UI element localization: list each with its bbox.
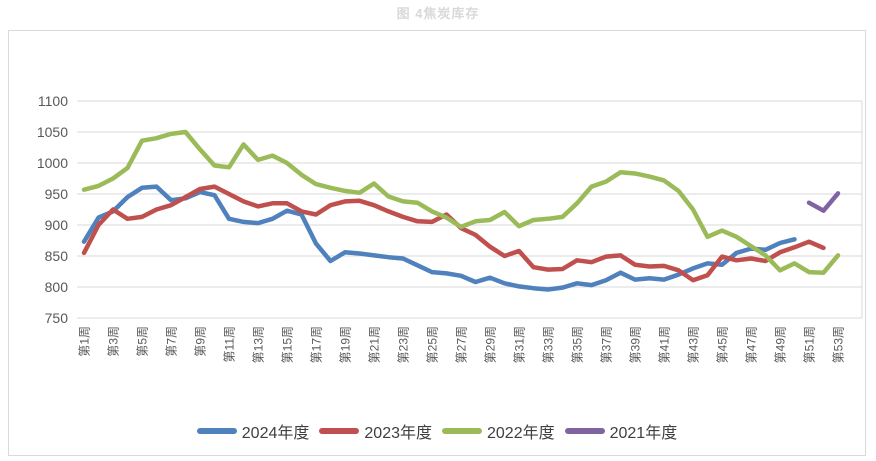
- x-tick-label: 第47周: [745, 326, 759, 363]
- x-tick-label: 第1周: [78, 326, 92, 357]
- x-tick-label: 第11周: [223, 326, 237, 362]
- line-chart-canvas: 1100 1050 1000 950 900 850 800 750 第1周 第3周 第5周 第7周 第…: [37, 93, 863, 363]
- legend-swatch-2024年度: [196, 428, 237, 434]
- legend-item-2021年度: 2021年度: [564, 419, 678, 443]
- series-line-2021年度: [806, 191, 841, 213]
- legend-swatch-2023年度: [319, 428, 360, 434]
- x-tick-label: 第9周: [194, 326, 208, 357]
- x-tick-label: 第5周: [136, 326, 150, 357]
- series-line-2024年度: [81, 184, 797, 292]
- x-tick-label: 第27周: [455, 326, 469, 363]
- y-tick-label: 1000: [37, 155, 68, 171]
- legend-item-2022年度: 2022年度: [442, 419, 555, 443]
- x-tick-label: 第19周: [339, 326, 353, 363]
- x-tick-label: 第17周: [310, 326, 324, 363]
- x-tick-label: 第43周: [687, 326, 701, 363]
- x-tick-label: 第33周: [542, 326, 556, 363]
- legend-swatch-2022年度: [442, 428, 482, 434]
- x-tick-label: 第25周: [426, 326, 440, 363]
- x-tick-label: 第41周: [658, 326, 672, 363]
- series-line-2022年度: [81, 129, 841, 275]
- y-tick-label: 800: [45, 279, 69, 295]
- x-tick-label: 第21周: [368, 326, 382, 363]
- x-tick-label: 第3周: [107, 326, 121, 357]
- legend-label: 2024年度: [241, 425, 310, 442]
- y-tick-label: 850: [45, 248, 69, 264]
- x-tick-label: 第53周: [832, 326, 846, 363]
- x-tick-label: 第29周: [484, 326, 498, 363]
- chart-title: 图 4焦炭库存: [396, 6, 480, 21]
- x-tick-label: 第37周: [600, 326, 614, 363]
- x-tick-label: 第15周: [281, 326, 295, 363]
- y-tick-label: 1050: [37, 124, 68, 140]
- y-tick-label: 900: [45, 217, 69, 233]
- legend: 2024年度 2023年度 2022年度 2021年度: [9, 419, 865, 443]
- x-tick-label: 第23周: [397, 326, 411, 363]
- x-tick-label: 第31周: [513, 326, 527, 363]
- chart-area: 1100 1050 1000 950 900 850 800 750 第1周 第3周 第5周 第7周 第…: [8, 30, 866, 456]
- legend-label: 2022年度: [487, 425, 555, 442]
- legend-label: 2021年度: [609, 425, 678, 442]
- x-tick-label: 第39周: [629, 326, 643, 363]
- y-tick-label: 1100: [38, 93, 68, 109]
- legend-swatch-2021年度: [564, 428, 605, 434]
- y-tick-label: 750: [45, 310, 69, 326]
- legend-item-2023年度: 2023年度: [319, 419, 432, 443]
- legend-item-2024年度: 2024年度: [196, 419, 310, 443]
- y-tick-label: 950: [45, 186, 69, 202]
- x-tick-label: 第45周: [716, 326, 730, 363]
- x-tick-label: 第49周: [774, 326, 788, 363]
- x-tick-label: 第35周: [571, 326, 585, 363]
- legend-label: 2023年度: [364, 425, 432, 442]
- x-tick-label: 第13周: [252, 326, 266, 363]
- x-tick-label: 第7周: [165, 326, 179, 357]
- x-tick-label: 第51周: [803, 326, 817, 363]
